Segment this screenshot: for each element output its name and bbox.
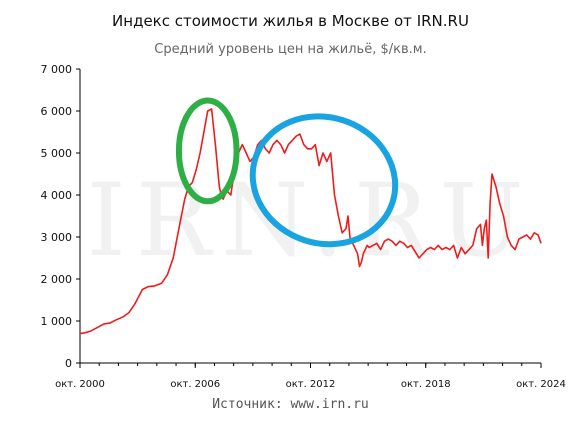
y-tick-label: 5 000 [41,147,73,160]
chart-title: Индекс стоимости жилья в Москве от IRN.R… [112,12,469,30]
green-highlight-ellipse [175,97,240,205]
y-axis-labels: 0 1 000 2 000 3 000 4 000 5 000 6 000 7 000 [41,63,73,370]
series-line [79,108,542,335]
axes [76,68,542,368]
blue-highlight-ellipse [249,113,399,248]
chart-source: Источник: www.irn.ru [212,397,369,412]
x-tick-label: окт. 2006 [170,379,220,390]
x-tick-label: окт. 2018 [401,379,451,390]
y-tick-label: 7 000 [41,63,73,76]
y-tick-label: 2 000 [41,273,73,286]
y-tick-label: 0 [65,357,72,370]
x-tick-label: окт. 2012 [286,379,336,390]
x-axis-labels: окт. 2000 окт. 2006 окт. 2012 окт. 2018 окт.… [55,379,566,390]
y-tick-label: 4 000 [41,189,73,202]
y-tick-label: 3 000 [41,231,73,244]
y-tick-label: 1 000 [41,315,73,328]
x-tick-label: окт. 2000 [55,379,105,390]
y-tick-label: 6 000 [41,105,73,118]
chart-subtitle: Средний уровень цен на жильё, $/кв.м. [154,42,427,57]
watermark: IRN.RU [86,162,533,279]
x-tick-label: окт. 2024 [516,379,566,390]
annotations [175,97,399,248]
